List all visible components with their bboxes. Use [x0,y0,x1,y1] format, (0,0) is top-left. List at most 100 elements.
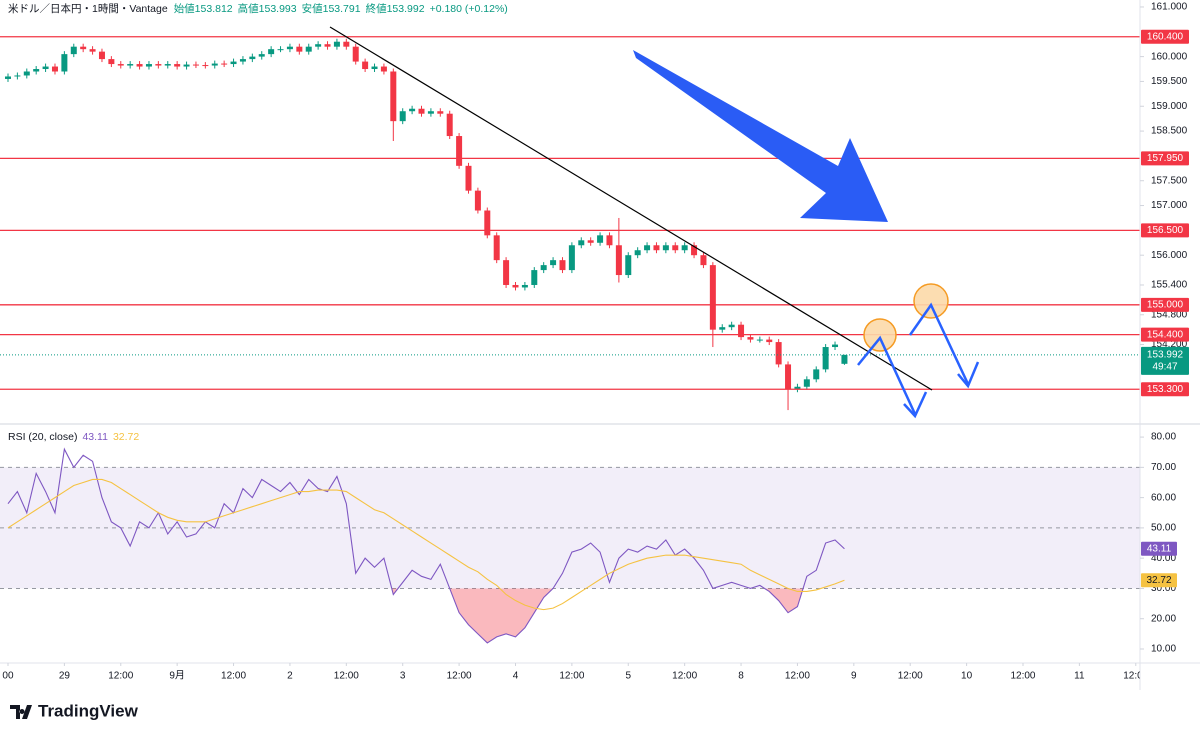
candle-body [371,66,378,70]
level-badge [1141,29,1189,44]
logo-text: TradingView [38,701,139,720]
x-tick-label: 12:00 [785,671,810,682]
candle-body [531,270,538,285]
candle-body [832,344,839,348]
y-tick-label: 157.000 [1151,200,1188,211]
y-tick-label: 160.000 [1151,51,1188,62]
x-tick-label: 00 [2,671,14,682]
y-tick-label: 155.400 [1151,280,1188,291]
candle-body [390,71,397,122]
candle-body [286,46,293,50]
x-tick-label: 12:00 [1010,671,1035,682]
candle-body [728,324,735,328]
candle-body [521,284,528,288]
drawings [329,26,980,419]
level-label: 155.000 [1147,299,1184,310]
level-badge [1141,382,1189,397]
candle-body [352,46,359,62]
x-tick-label: 12:00 [108,671,133,682]
candle-body [136,64,143,67]
x-tick-label: 12:00 [559,671,584,682]
candle-body [512,284,519,288]
rsi-badge-label: 32.72 [1146,575,1171,586]
marker-circle [913,283,949,319]
candle-body [33,69,40,72]
rsi-value: 32.72 [113,431,139,443]
candle-body [794,386,801,390]
y-tick-label: 60.00 [1151,492,1176,503]
candle-body [80,46,87,50]
candle-body [183,64,190,67]
x-tick-label: 9月 [169,670,185,682]
candle-body [597,235,604,243]
x-tick-label: 10 [961,671,973,682]
candle-body [709,265,716,330]
candle-body [662,245,669,251]
x-tick-label: 2 [287,671,293,682]
level-badge [1141,223,1189,238]
level-badge [1141,151,1189,166]
candle-body [775,342,782,365]
candle-body [437,111,444,114]
candle-body [108,59,115,65]
candle-body [822,347,829,370]
candle-body [333,41,340,47]
candle-body [4,76,11,79]
rsi-title: RSI (20, close) [8,431,77,443]
candle-body [230,61,237,65]
candle-body [249,56,256,60]
candle-body [427,111,434,114]
candle-body [23,71,30,76]
candle-body [380,66,387,72]
candle-body [14,75,21,77]
y-tick-label: 159.500 [1151,76,1188,87]
candle-body [738,324,745,338]
candle-body [700,255,707,266]
ohlc-value: 高値153.993 [238,2,297,15]
y-tick-label: 10.00 [1151,644,1176,655]
candle-body [568,245,575,271]
candle-body [239,59,246,62]
candle-body [785,364,792,390]
candle-body [756,339,763,341]
y-tick-label: 161.000 [1151,2,1188,13]
candle-body [117,64,124,66]
y-tick-label: 20.00 [1151,613,1176,624]
level-badge [1141,327,1189,342]
marker-circle [863,318,897,352]
candle-body [127,64,134,66]
candle-body [409,108,416,112]
candle-body [587,240,594,243]
candle-body [51,66,58,72]
candle-body [747,337,754,340]
rsi-line [7,478,845,611]
x-tick-label: 12:00 [221,671,246,682]
y-tick-label: 159.000 [1151,101,1188,112]
candle-body [625,255,632,276]
candle-body [653,245,660,251]
y-tick-label: 156.000 [1151,250,1188,261]
candle-body [164,64,171,66]
candle-body [644,245,651,251]
scenario-arrow [908,302,970,385]
rsi-badge-label: 43.11 [1147,543,1172,554]
candle-body [634,250,641,256]
candle-body [474,190,481,211]
candle-body [540,265,547,271]
countdown: 49:47 [1152,362,1177,373]
candle-body [305,46,312,52]
candle-body [343,41,350,47]
chart-title: 米ドル／日本円・1時間・Vantage [8,2,168,15]
x-tick-label: 8 [738,671,744,682]
arrow-head [957,361,980,389]
candle-body [803,379,810,387]
level-label: 153.300 [1147,384,1184,395]
level-label: 154.400 [1147,329,1184,340]
candle-body [559,260,566,271]
candle-body [578,240,585,246]
x-tick-label: 12:00 [334,671,359,682]
candle-body [211,63,218,66]
last-price-label: 153.992 [1147,350,1184,361]
candle-body [174,64,181,67]
